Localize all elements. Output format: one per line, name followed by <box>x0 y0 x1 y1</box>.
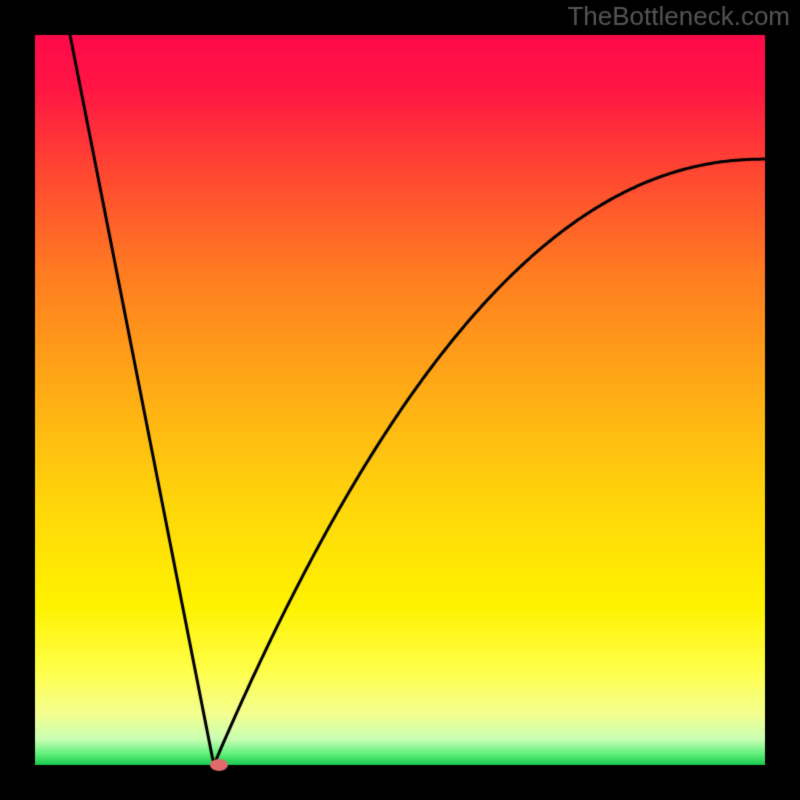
bottleneck-chart <box>0 0 800 800</box>
